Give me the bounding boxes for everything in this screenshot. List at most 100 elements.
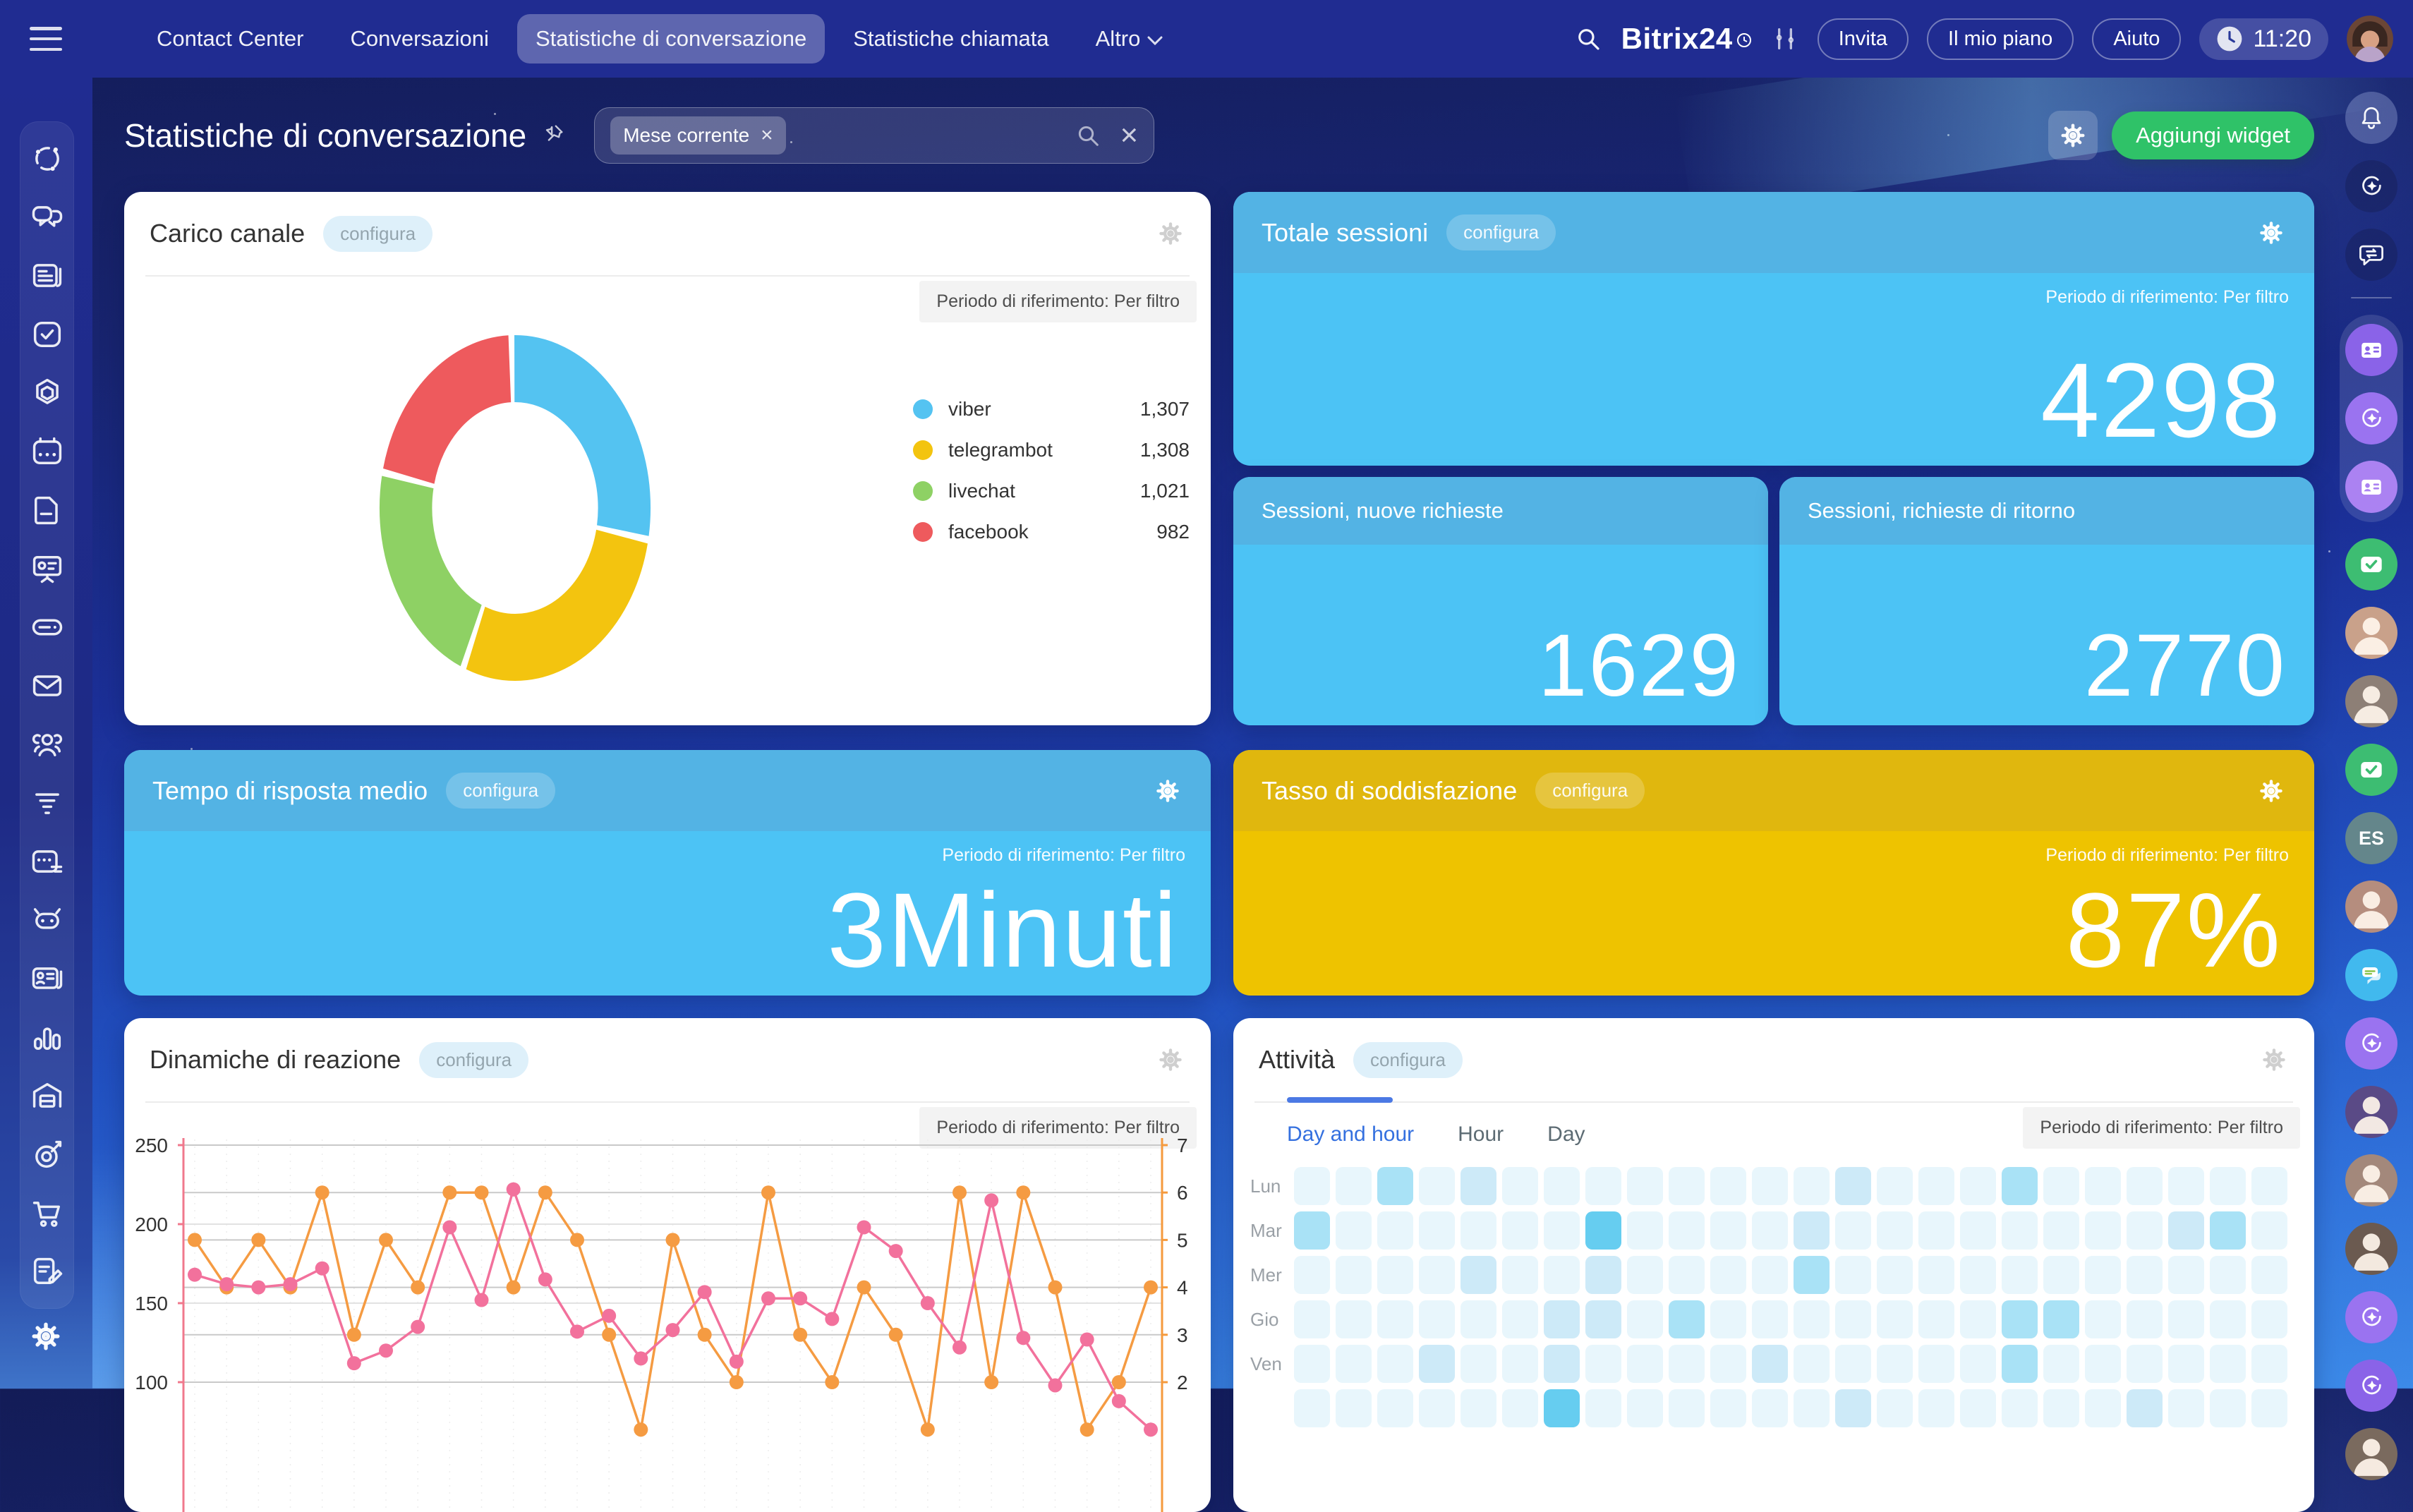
heatmap-cell[interactable]: [1918, 1167, 1954, 1205]
heatmap-cell[interactable]: [2168, 1256, 2204, 1294]
heatmap-cell[interactable]: [1710, 1211, 1746, 1250]
heatmap-cell[interactable]: [1918, 1389, 1954, 1427]
heatmap-cell[interactable]: [1460, 1345, 1496, 1383]
heatmap-cell[interactable]: [1794, 1256, 1830, 1294]
heatmap-cell[interactable]: [2251, 1211, 2287, 1250]
heatmap-cell[interactable]: [1918, 1211, 1954, 1250]
heatmap-cell[interactable]: [1544, 1256, 1580, 1294]
configure-button[interactable]: configura: [323, 215, 433, 252]
heatmap-cell[interactable]: [1627, 1300, 1663, 1338]
heatmap-cell[interactable]: [1419, 1389, 1455, 1427]
filter-search-icon[interactable]: [1074, 121, 1102, 150]
widget-gear-icon[interactable]: [2256, 218, 2286, 248]
heatmap-cell[interactable]: [2210, 1167, 2246, 1205]
bitrix24-logo[interactable]: Bitrix24: [1621, 22, 1753, 56]
heatmap-cell[interactable]: [2251, 1256, 2287, 1294]
heatmap-cell[interactable]: [1377, 1300, 1413, 1338]
heatmap-cell[interactable]: [1294, 1167, 1330, 1205]
heatmap-cell[interactable]: [2210, 1345, 2246, 1383]
heatmap-cell[interactable]: [1794, 1300, 1830, 1338]
heatmap-cell[interactable]: [1460, 1211, 1496, 1250]
filter-clear-icon[interactable]: ×: [1120, 118, 1139, 152]
widget-gear-icon[interactable]: [2256, 776, 2286, 806]
configure-button[interactable]: configura: [1353, 1041, 1463, 1078]
sidebar-item-tasks-icon[interactable]: [29, 316, 66, 353]
heatmap-cell[interactable]: [2043, 1211, 2079, 1250]
sidebar-item-booking-icon[interactable]: [29, 843, 66, 880]
heatmap-cell[interactable]: [1835, 1345, 1871, 1383]
heatmap-cell[interactable]: [1794, 1389, 1830, 1427]
heatmap-cell[interactable]: [2251, 1167, 2287, 1205]
sidebar-item-messenger-icon[interactable]: [29, 199, 66, 236]
heatmap-cell[interactable]: [1585, 1167, 1621, 1205]
legend-item-viber[interactable]: viber 1,307: [913, 398, 1190, 421]
sidebar-item-drive-icon[interactable]: [29, 609, 66, 646]
heatmap-cell[interactable]: [1960, 1300, 1996, 1338]
heatmap-cell[interactable]: [1502, 1345, 1538, 1383]
line-chart[interactable]: 250 200 150 100 7 6 5 4 3 2: [124, 1018, 1211, 1512]
heatmap-cell[interactable]: [1918, 1300, 1954, 1338]
right-rail-card-icon[interactable]: [2345, 324, 2397, 376]
right-rail-video-icon[interactable]: [2345, 744, 2397, 796]
heatmap-cell[interactable]: [1835, 1256, 1871, 1294]
heatmap-cell[interactable]: [1835, 1300, 1871, 1338]
heatmap-cell[interactable]: [2002, 1300, 2038, 1338]
heatmap-cell[interactable]: [1710, 1167, 1746, 1205]
sidebar-item-mail-icon[interactable]: [29, 667, 66, 704]
heatmap-cell[interactable]: [1627, 1211, 1663, 1250]
heatmap-cell[interactable]: [1377, 1167, 1413, 1205]
heatmap-cell[interactable]: [2127, 1167, 2163, 1205]
heatmap-cell[interactable]: [1835, 1167, 1871, 1205]
heatmap-cell[interactable]: [1336, 1167, 1372, 1205]
heatmap-cell[interactable]: [1752, 1167, 1788, 1205]
heatmap-cell[interactable]: [1627, 1389, 1663, 1427]
heatmap-cell[interactable]: [1877, 1389, 1913, 1427]
right-rail-bell-icon[interactable]: [2345, 92, 2397, 144]
widget-gear-icon[interactable]: [1156, 1045, 1185, 1075]
heatmap-cell[interactable]: [1710, 1300, 1746, 1338]
heatmap-cell[interactable]: [1377, 1256, 1413, 1294]
right-rail-copilot-icon[interactable]: [2345, 1017, 2397, 1070]
heatmap-cell[interactable]: [1377, 1389, 1413, 1427]
widget-gear-icon[interactable]: [1153, 776, 1183, 806]
heatmap-cell[interactable]: [2085, 1389, 2121, 1427]
right-rail-chat-sync-icon[interactable]: [2345, 229, 2397, 281]
heatmap-cell[interactable]: [2127, 1300, 2163, 1338]
heatmap-cell[interactable]: [1752, 1345, 1788, 1383]
heatmap-cell[interactable]: [2168, 1345, 2204, 1383]
heatmap-cell[interactable]: [1877, 1345, 1913, 1383]
heatmap-cell[interactable]: [1710, 1345, 1746, 1383]
heatmap-cell[interactable]: [1294, 1345, 1330, 1383]
configure-button[interactable]: configura: [446, 773, 556, 809]
right-rail-avatar-avatar[interactable]: [2345, 1086, 2397, 1138]
heatmap-cell[interactable]: [2002, 1167, 2038, 1205]
heatmap-cell[interactable]: [1669, 1256, 1705, 1294]
sidebar-item-crm-icon[interactable]: [29, 375, 66, 411]
sidebar-item-employees-icon[interactable]: [29, 726, 66, 763]
heatmap-cell[interactable]: [1960, 1167, 1996, 1205]
legend-item-facebook[interactable]: facebook 982: [913, 521, 1190, 543]
heatmap-cell[interactable]: [1585, 1300, 1621, 1338]
sidebar-item-e-sign-icon[interactable]: [29, 1253, 66, 1290]
right-rail-avatar-avatar[interactable]: [2345, 1428, 2397, 1480]
heatmap-cell[interactable]: [2168, 1167, 2204, 1205]
heatmap-cell[interactable]: [1502, 1211, 1538, 1250]
configure-button[interactable]: configura: [1535, 773, 1645, 809]
right-rail-copilot-icon[interactable]: [2345, 160, 2397, 212]
heatmap-cell[interactable]: [1752, 1211, 1788, 1250]
legend-item-livechat[interactable]: livechat 1,021: [913, 480, 1190, 502]
add-widget-button[interactable]: Aggiungi widget: [2112, 111, 2314, 159]
sliders-icon[interactable]: [1771, 25, 1799, 53]
heatmap-cell[interactable]: [1877, 1256, 1913, 1294]
heatmap-cell[interactable]: [1794, 1211, 1830, 1250]
dashboard-settings-button[interactable]: [2048, 111, 2098, 160]
right-rail-card-icon[interactable]: [2345, 461, 2397, 513]
heatmap-cell[interactable]: [1502, 1256, 1538, 1294]
heatmap-cell[interactable]: [1502, 1167, 1538, 1205]
heatmap-cell[interactable]: [1752, 1389, 1788, 1427]
heatmap-cell[interactable]: [1585, 1389, 1621, 1427]
help-button[interactable]: Aiuto: [2092, 18, 2182, 60]
heatmap-cell[interactable]: [2002, 1256, 2038, 1294]
configure-button[interactable]: configura: [419, 1041, 529, 1078]
heatmap-cell[interactable]: [1877, 1300, 1913, 1338]
